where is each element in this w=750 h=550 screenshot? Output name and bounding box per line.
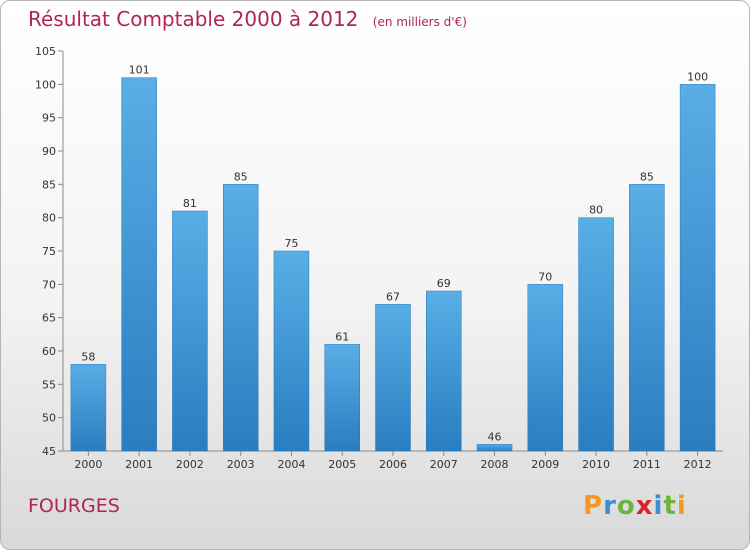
- title-text: Résultat Comptable 2000 à 2012: [28, 7, 359, 31]
- bar-value-label: 101: [129, 64, 150, 77]
- x-tick-label: 2009: [531, 458, 559, 471]
- x-tick-label: 2000: [74, 458, 102, 471]
- y-tick-label: 60: [42, 345, 56, 358]
- bar-2000: [70, 364, 107, 452]
- axis-layer: 45 50 55 60 65 70 75 80 85 90 95 100 105 2000 2001 2002…: [35, 45, 723, 471]
- bar-2008: [476, 444, 513, 452]
- bar-value-label: 67: [386, 290, 400, 303]
- x-tick-label: 2001: [125, 458, 153, 471]
- x-tick-label: 2012: [684, 458, 712, 471]
- bar-2003: [222, 184, 259, 452]
- bar-value-label: 81: [183, 197, 197, 210]
- x-tick-label: 2007: [430, 458, 458, 471]
- x-tick-label: 2004: [277, 458, 305, 471]
- bar-2010: [578, 217, 614, 452]
- x-tick-label: 2002: [176, 458, 204, 471]
- y-tick-label: 90: [42, 145, 56, 158]
- bar-value-label: 75: [284, 237, 298, 250]
- bar-2004: [273, 250, 310, 452]
- commune-name: FOURGES: [28, 495, 120, 517]
- chart-title: Résultat Comptable 2000 à 2012 (en milli…: [28, 7, 467, 31]
- x-tick-label: 2010: [582, 458, 610, 471]
- bar-value-label: 69: [437, 277, 451, 290]
- y-tick-label: 50: [42, 412, 56, 425]
- x-tick-label: 2011: [633, 458, 661, 471]
- proxiti-logo[interactable]: Proxiti: [583, 491, 687, 521]
- bar-2011: [629, 184, 665, 452]
- y-tick-label: 75: [42, 245, 56, 258]
- y-tick-label: 100: [35, 78, 56, 91]
- bar-value-label: 61: [335, 330, 349, 343]
- y-tick-label: 55: [42, 378, 56, 391]
- y-tick-label: 85: [42, 178, 56, 191]
- bar-value-label: 46: [488, 430, 502, 443]
- bar-value-label: 80: [589, 204, 603, 217]
- bar-2002: [172, 210, 208, 452]
- unit-label: (en milliers d'€): [372, 15, 467, 29]
- bar-2009: [527, 284, 564, 452]
- bar-value-label: 70: [538, 270, 552, 283]
- bar-2006: [375, 304, 411, 452]
- bar-2007: [426, 290, 462, 452]
- bar-layer: 58 101 81 85 75 61 67 69 46 70 80 85 100: [70, 64, 716, 452]
- x-tick-label: 2005: [328, 458, 356, 471]
- bar-value-label: 85: [640, 170, 654, 183]
- y-tick-label: 45: [42, 445, 56, 458]
- bar-2005: [324, 344, 360, 452]
- bar-value-label: 58: [81, 350, 95, 363]
- x-tick-label: 2008: [481, 458, 509, 471]
- y-tick-label: 65: [42, 312, 56, 325]
- y-tick-label: 105: [35, 45, 56, 58]
- y-tick-label: 80: [42, 212, 56, 225]
- bar-2001: [121, 77, 157, 452]
- bar-2012: [679, 84, 716, 452]
- y-tick-label: 70: [42, 278, 56, 291]
- bar-value-label: 85: [234, 170, 248, 183]
- y-tick-label: 95: [42, 112, 56, 125]
- x-tick-label: 2006: [379, 458, 407, 471]
- bar-value-label: 100: [687, 70, 708, 83]
- x-tick-label: 2003: [227, 458, 255, 471]
